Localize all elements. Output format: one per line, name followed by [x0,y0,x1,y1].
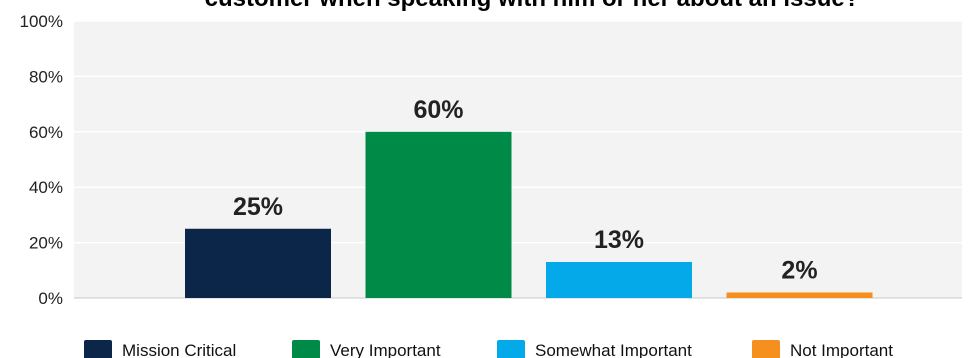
bar [726,292,873,298]
legend-label: Very Important [330,341,441,358]
chart-title: customer when speaking with him or her a… [205,0,860,12]
bar [365,131,512,298]
y-tick-label: 80% [29,67,63,86]
bar [185,228,331,298]
bar [546,261,692,298]
y-tick-label: 20% [29,234,63,253]
legend-label: Somewhat Important [535,341,692,358]
legend-item: Mission Critical [84,340,236,358]
legend-item: Very Important [292,340,441,358]
legend-label: Not Important [790,341,893,358]
legend-swatch [84,340,112,358]
legend-swatch [292,340,320,358]
data-label: 13% [594,226,644,254]
y-tick-label: 40% [29,178,63,197]
legend-item: Not Important [752,340,893,358]
y-tick-label: 0% [38,289,63,308]
legend-swatch [497,340,525,358]
y-tick-label: 100% [20,12,63,31]
data-label: 60% [413,96,463,124]
data-label: 2% [781,256,817,284]
legend-item: Somewhat Important [497,340,692,358]
y-tick-label: 60% [29,123,63,142]
data-label: 25% [233,193,283,221]
legend-swatch [752,340,780,358]
legend-label: Mission Critical [122,341,236,358]
